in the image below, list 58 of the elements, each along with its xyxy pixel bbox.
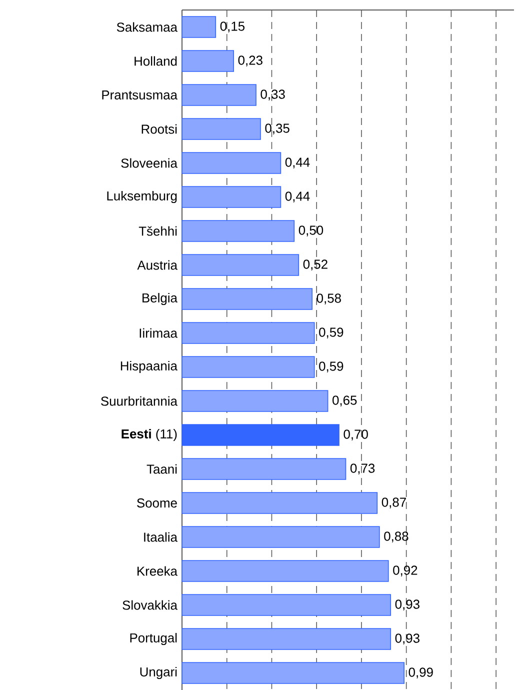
- data-label: 0,59: [319, 328, 344, 338]
- y-tick-label: Tšehhi: [138, 226, 177, 236]
- data-label: 0,93: [395, 600, 420, 610]
- data-label: 0,44: [285, 158, 310, 168]
- bar: [182, 458, 346, 480]
- y-tick-label: Austria: [137, 260, 178, 270]
- bar: [182, 594, 392, 616]
- y-tick-label: Belgia: [142, 292, 178, 306]
- data-label: 0,33: [260, 90, 285, 100]
- data-label: 0,59: [319, 362, 344, 372]
- bar: [182, 254, 300, 276]
- bar: [182, 526, 380, 548]
- data-label: 0,87: [382, 498, 406, 508]
- bar: [182, 16, 216, 38]
- data-label: 0,15: [220, 22, 245, 32]
- data-label: 0,35: [265, 124, 290, 134]
- data-label: 0,99: [408, 668, 433, 678]
- data-label: 0,93: [395, 634, 420, 644]
- data-label: 0,50: [298, 226, 324, 236]
- bar: [182, 356, 315, 378]
- y-tick-label: Slovakkia: [122, 600, 178, 610]
- y-tick-label: Suurbritannia: [101, 396, 178, 406]
- bar: [182, 288, 313, 310]
- y-tick-label: Taani: [146, 464, 177, 474]
- data-label: 0,23: [238, 56, 262, 66]
- bar: [182, 390, 328, 412]
- data-label: 0,70: [344, 430, 368, 440]
- data-label: 0,88: [384, 532, 408, 542]
- y-tick-label: Prantsusmaa: [102, 90, 178, 100]
- y-tick-label: Ungari: [140, 666, 177, 680]
- bar: [182, 662, 404, 684]
- data-label: 0,65: [332, 396, 357, 406]
- bar: [182, 186, 282, 208]
- data-label: 0,92: [393, 566, 418, 576]
- y-tick-label: Holland: [134, 56, 177, 66]
- bar: [182, 322, 315, 344]
- bar: [182, 424, 340, 446]
- y-tick-label: Luksemburg: [107, 190, 177, 204]
- y-tick-label: Iirimaa: [140, 328, 178, 338]
- bar: [182, 220, 295, 242]
- y-tick-label: Itaalia: [144, 532, 178, 542]
- y-tick-label: Hispaania: [120, 360, 178, 374]
- y-tick-label: Portugal: [130, 632, 177, 646]
- y-tick-label: Eesti (11): [122, 428, 177, 442]
- bar: [182, 560, 389, 582]
- data-label: 0,44: [285, 192, 310, 202]
- bar: [182, 152, 282, 174]
- bar: [182, 84, 256, 106]
- data-label: 0,58: [316, 294, 341, 304]
- bar: [182, 628, 392, 650]
- y-tick-label: Sloveenia: [121, 158, 178, 168]
- y-tick-label: Saksamaa: [116, 22, 178, 32]
- y-tick-label: Kreeka: [138, 566, 178, 576]
- bar: [182, 492, 378, 514]
- y-tick-label: Rootsi: [142, 124, 177, 134]
- bar: [182, 50, 234, 72]
- y-tick-label: Soome: [137, 498, 177, 508]
- bar: [182, 118, 261, 140]
